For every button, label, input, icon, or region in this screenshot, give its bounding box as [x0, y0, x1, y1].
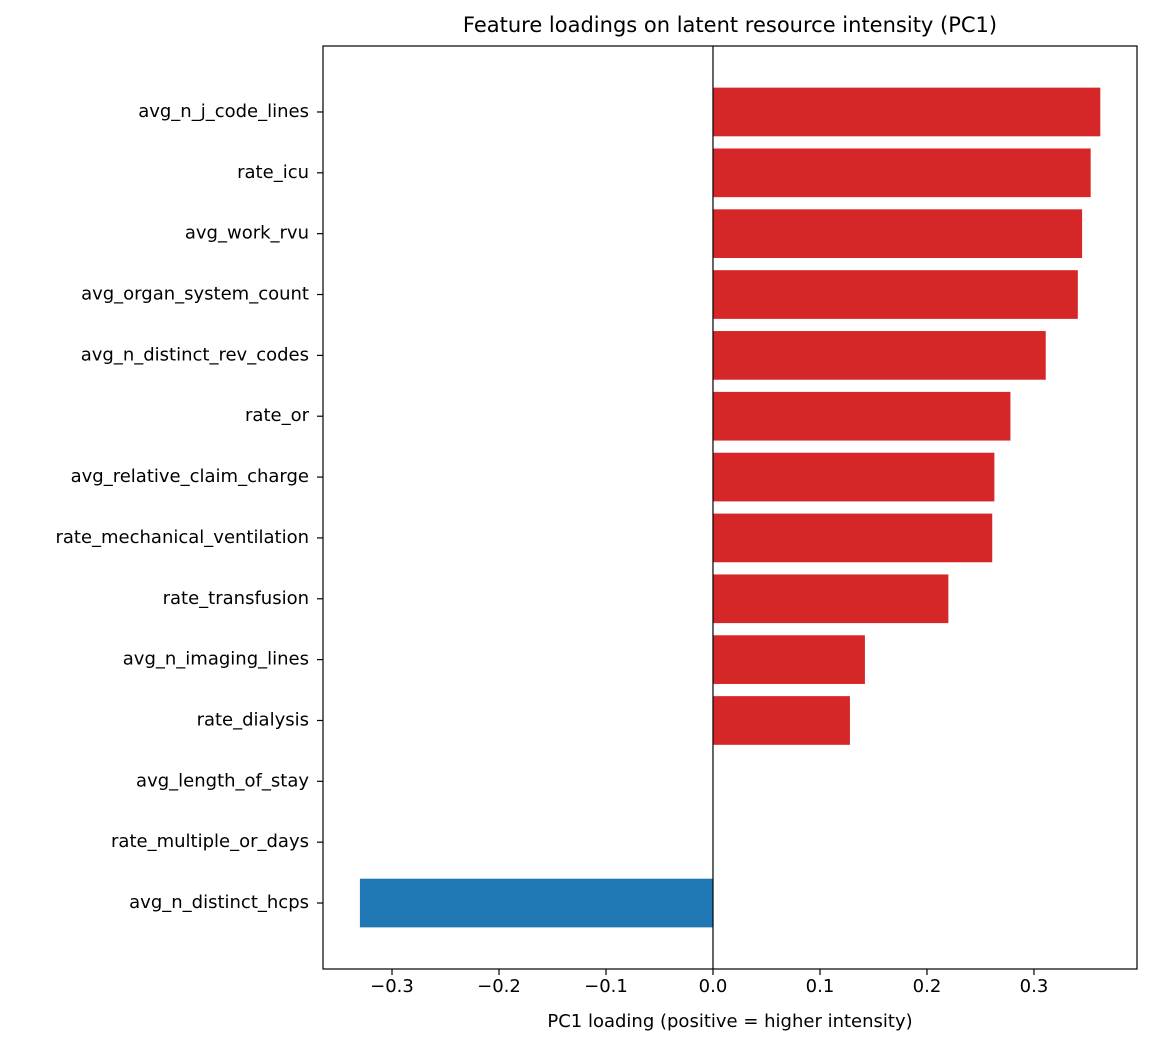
y-tick-label: rate_multiple_or_days: [111, 831, 309, 852]
bar: [359, 878, 713, 928]
y-tick-label: avg_n_j_code_lines: [138, 101, 309, 122]
y-tick-label: rate_dialysis: [197, 709, 309, 730]
y-tick-label: rate_mechanical_ventilation: [55, 527, 309, 548]
bar: [712, 209, 1083, 259]
x-tick-label: −0.2: [477, 976, 521, 997]
x-tick-label: 0.1: [806, 976, 835, 997]
y-tick-label: avg_n_distinct_rev_codes: [81, 344, 309, 365]
x-tick-label: −0.3: [370, 976, 414, 997]
y-tick-label: avg_length_of_stay: [136, 770, 309, 791]
x-tick-label: −0.1: [584, 976, 628, 997]
y-tick-label: avg_n_distinct_hcps: [129, 892, 309, 913]
bar: [712, 391, 1011, 441]
x-axis-label: PC1 loading (positive = higher intensity…: [547, 1011, 912, 1032]
bar: [712, 452, 995, 502]
bar: [712, 635, 865, 684]
y-tick-label: rate_icu: [237, 162, 309, 183]
bar: [712, 513, 993, 563]
y-tick-label: avg_work_rvu: [185, 223, 309, 244]
plot-frame: [322, 45, 1138, 970]
y-tick-label: avg_n_imaging_lines: [123, 649, 309, 670]
x-tick-label: 0.2: [913, 976, 942, 997]
y-tick-label: avg_relative_claim_charge: [71, 466, 309, 487]
x-tick-label: 0.3: [1020, 976, 1049, 997]
bar: [712, 270, 1078, 319]
y-tick-label: rate_or: [245, 405, 310, 426]
bar: [712, 696, 850, 745]
chart-title: Feature loadings on latent resource inte…: [463, 13, 997, 37]
bar: [712, 87, 1101, 137]
bar: [712, 331, 1046, 380]
y-tick-label: rate_transfusion: [163, 588, 309, 609]
y-tick-label: avg_organ_system_count: [81, 284, 309, 305]
bar: [712, 574, 949, 624]
x-tick-label: 0.0: [699, 976, 728, 997]
bar: [712, 148, 1091, 198]
